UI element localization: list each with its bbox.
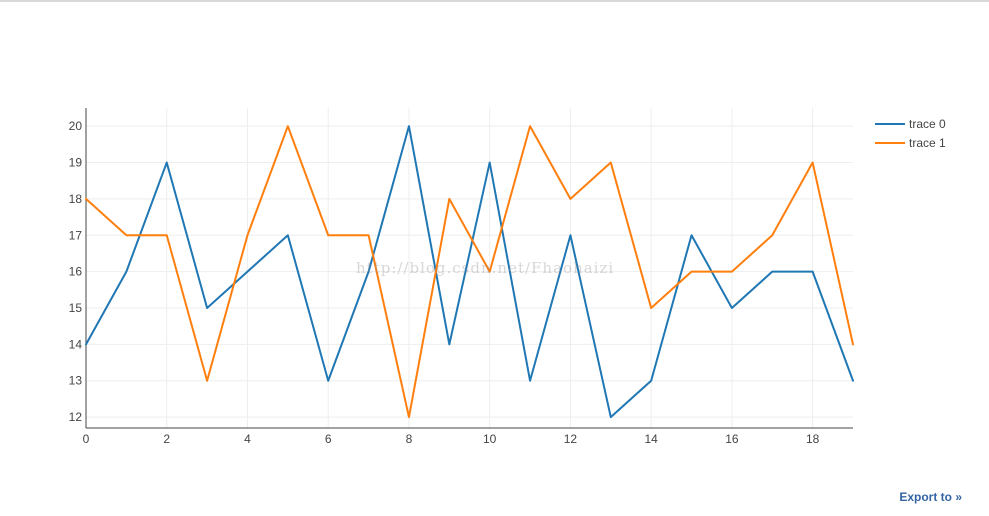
axes: 0 2 4 6 8 10 12 14 16 18 12 13 14 15 16 17 18 19 20 xyxy=(69,108,853,446)
series-line-0 xyxy=(85,125,854,419)
legend-label: trace 1 xyxy=(909,136,946,150)
x-tick-label: 10 xyxy=(483,432,497,446)
y-tick-label: 15 xyxy=(69,301,83,315)
legend-label: trace 0 xyxy=(909,117,946,131)
y-tick-label: 12 xyxy=(69,410,83,424)
legend[interactable]: trace 0 trace 1 xyxy=(875,117,946,150)
x-tick-label: 6 xyxy=(325,432,332,446)
export-link[interactable]: Export to » xyxy=(899,490,962,504)
x-tick-label: 0 xyxy=(83,432,90,446)
legend-item[interactable]: trace 1 xyxy=(875,136,946,150)
y-tick-label: 17 xyxy=(69,228,83,242)
x-tick-label: 8 xyxy=(406,432,413,446)
series-line-1 xyxy=(85,125,854,419)
x-tick-label: 18 xyxy=(806,432,820,446)
y-tick-label: 18 xyxy=(69,192,83,206)
x-tick-label: 12 xyxy=(564,432,578,446)
grid-lines xyxy=(86,108,853,428)
y-tick-label: 14 xyxy=(69,337,83,351)
y-tick-label: 19 xyxy=(69,156,83,170)
x-tick-label: 16 xyxy=(725,432,739,446)
x-tick-label: 4 xyxy=(244,432,251,446)
watermark-text: http://blog.csdn.net/Fhaohaizi xyxy=(356,259,615,277)
y-tick-label: 20 xyxy=(69,119,83,133)
top-border xyxy=(0,0,989,2)
x-tick-label: 14 xyxy=(644,432,658,446)
series-lines xyxy=(85,125,854,419)
legend-item[interactable]: trace 0 xyxy=(875,117,946,131)
y-tick-label: 16 xyxy=(69,265,83,279)
y-tick-label: 13 xyxy=(69,374,83,388)
x-tick-label: 2 xyxy=(163,432,170,446)
